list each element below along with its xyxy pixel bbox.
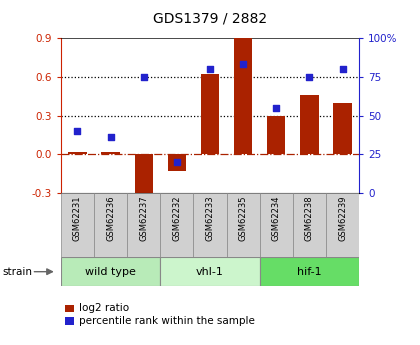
Text: GDS1379 / 2882: GDS1379 / 2882	[153, 12, 267, 26]
Bar	[135, 155, 153, 193]
Point	[240, 61, 247, 67]
Bar	[234, 38, 252, 155]
Text: wild type: wild type	[85, 267, 136, 277]
Text: GSM62239: GSM62239	[338, 195, 347, 240]
Bar	[226, 193, 260, 257]
Bar	[326, 193, 359, 257]
Bar	[127, 193, 160, 257]
Point	[140, 74, 147, 79]
Bar	[68, 152, 87, 155]
Text: percentile rank within the sample: percentile rank within the sample	[79, 316, 255, 326]
Text: GSM62238: GSM62238	[305, 195, 314, 241]
Bar	[61, 257, 160, 286]
Bar	[61, 193, 94, 257]
Text: GSM62234: GSM62234	[272, 195, 281, 240]
Bar	[102, 152, 120, 155]
Text: GSM62236: GSM62236	[106, 195, 115, 241]
Point	[107, 135, 114, 140]
Bar	[201, 74, 219, 155]
Point	[306, 74, 313, 79]
Bar	[260, 193, 293, 257]
Bar	[293, 193, 326, 257]
Point	[207, 66, 213, 72]
Bar	[260, 257, 359, 286]
Point	[339, 66, 346, 72]
Bar	[168, 155, 186, 171]
Bar	[160, 193, 194, 257]
Point	[173, 159, 180, 165]
Point	[74, 128, 81, 134]
Bar	[300, 95, 318, 155]
Text: GSM62237: GSM62237	[139, 195, 148, 241]
Point	[273, 105, 280, 110]
Bar	[94, 193, 127, 257]
Bar	[194, 193, 226, 257]
Text: vhl-1: vhl-1	[196, 267, 224, 277]
Bar	[333, 102, 352, 155]
Text: GSM62231: GSM62231	[73, 195, 82, 240]
Bar	[160, 257, 260, 286]
Text: strain: strain	[2, 267, 32, 277]
Text: hif-1: hif-1	[297, 267, 322, 277]
Text: log2 ratio: log2 ratio	[79, 304, 129, 313]
Text: GSM62232: GSM62232	[172, 195, 181, 240]
Bar	[267, 116, 285, 155]
Text: GSM62235: GSM62235	[239, 195, 248, 240]
Text: GSM62233: GSM62233	[205, 195, 215, 241]
